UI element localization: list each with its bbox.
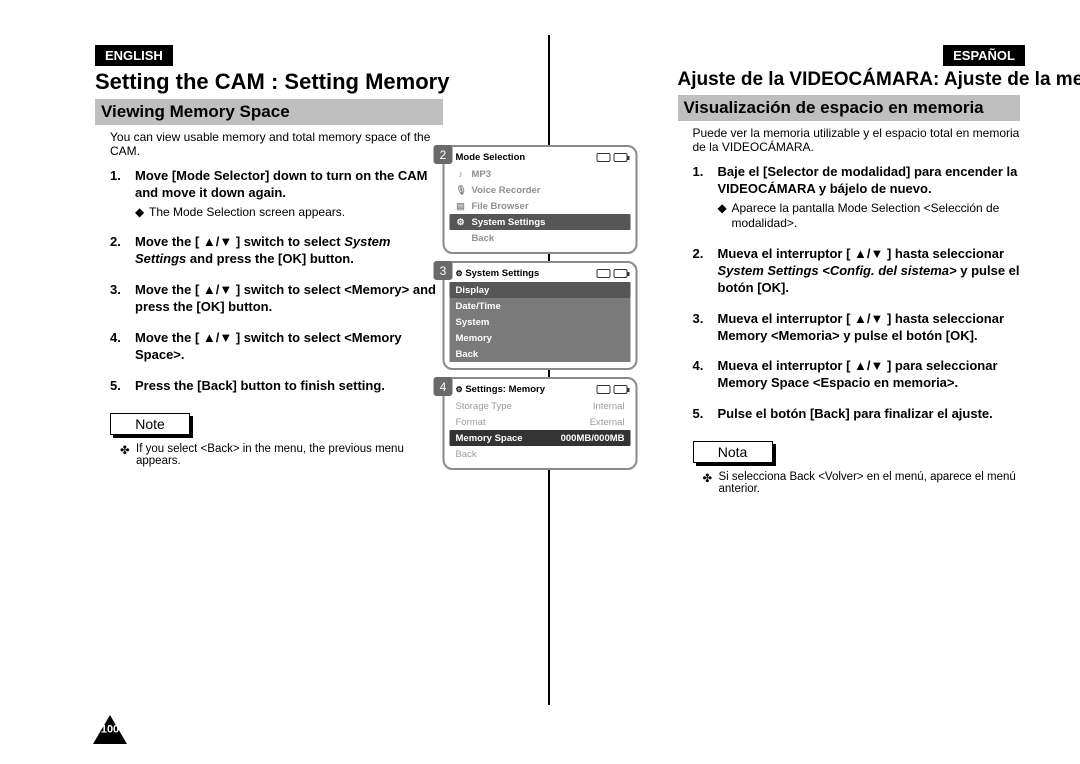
steps-english: 1. Move [Mode Selector] down to turn on … [110,168,443,395]
step-badge-4: 4 [434,377,453,396]
note-label-spanish: Nota [693,441,773,463]
note-text-english: ✤If you select <Back> in the menu, the p… [120,443,443,467]
screen-mode-selection: 2 Mode Selection ♪MP3 🎙Voice Recorder ▤F… [443,145,638,254]
battery-icon [614,153,628,162]
card-icon [597,385,611,394]
intro-english: You can view usable memory and total mem… [110,130,443,158]
page-number-badge: 100 [93,715,127,744]
screen-illustrations: 2 Mode Selection ♪MP3 🎙Voice Recorder ▤F… [443,145,638,477]
title-english: Setting the CAM : Setting Memory [95,69,443,95]
note-label-english: Note [110,413,190,435]
intro-spanish: Puede ver la memoria utilizable y el esp… [693,126,1021,154]
lang-tag-spanish: ESPAÑOL [943,45,1025,66]
subtitle-english: Viewing Memory Space [95,99,443,125]
card-icon [597,269,611,278]
lang-tag-english: ENGLISH [95,45,173,66]
card-icon [597,153,611,162]
battery-icon [614,269,628,278]
subtitle-spanish: Visualización de espacio en memoria [678,95,1021,121]
step-badge-2: 2 [434,145,453,164]
battery-icon [614,385,628,394]
title-spanish: Ajuste de la VIDEOCÁMARA: Ajuste de la m… [678,69,1021,91]
step-badge-3: 3 [434,261,453,280]
screen-settings-memory: 4 ⚙ Settings: Memory Storage TypeInterna… [443,377,638,470]
screen-system-settings: 3 ⚙ System Settings Display Date/Time Sy… [443,261,638,370]
steps-spanish: 1. Baje el [Selector de modalidad] para … [693,164,1021,423]
note-text-spanish: ✤Si selecciona Back <Volver> en el menú,… [703,471,1021,495]
